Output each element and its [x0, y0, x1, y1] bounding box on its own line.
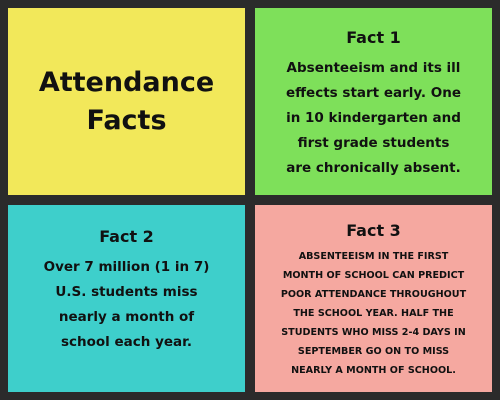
fact-3-line: POOR ATTENDANCE THROUGHOUT	[280, 289, 467, 300]
fact-3-line: THE SCHOOL YEAR. HALF THE	[293, 308, 454, 319]
fact-1-line: Absenteeism and its ill	[286, 60, 461, 76]
fact-3-card: Fact 3 ABSENTEEISM IN THE FIRST MONTH OF…	[255, 205, 492, 392]
fact-1-card: Fact 1 Absenteeism and its ill effects s…	[255, 8, 492, 195]
fact-2-heading: Fact 2	[99, 227, 154, 246]
fact-3-heading: Fact 3	[346, 221, 401, 240]
fact-2-card: Fact 2 Over 7 million (1 in 7) U.S. stud…	[8, 205, 245, 392]
fact-2-line: Over 7 million (1 in 7)	[43, 259, 210, 275]
fact-1-line: in 10 kindergarten and	[286, 110, 461, 126]
fact-3-line: ABSENTEEISM IN THE FIRST	[298, 251, 449, 262]
title-card: Attendance Facts	[8, 8, 245, 195]
fact-1-line: are chronically absent.	[286, 160, 461, 176]
fact-2-line: school each year.	[60, 334, 193, 350]
fact-3-line: NEARLY A MONTH OF SCHOOL.	[291, 365, 456, 376]
fact-2-line: nearly a month of	[58, 309, 195, 325]
fact-3-line: SEPTEMBER GO ON TO MISS	[297, 346, 450, 357]
fact-3-line: MONTH OF SCHOOL CAN PREDICT	[282, 270, 465, 281]
fact-1-line: first grade students	[297, 135, 450, 151]
fact-3-line: STUDENTS WHO MISS 2-4 DAYS IN	[281, 327, 466, 338]
title-line: Attendance	[38, 66, 215, 98]
fact-1-heading: Fact 1	[346, 28, 401, 47]
fact-2-line: U.S. students miss	[55, 284, 198, 300]
title-line: Facts	[86, 104, 167, 136]
fact-1-line: effects start early. One	[285, 85, 462, 101]
